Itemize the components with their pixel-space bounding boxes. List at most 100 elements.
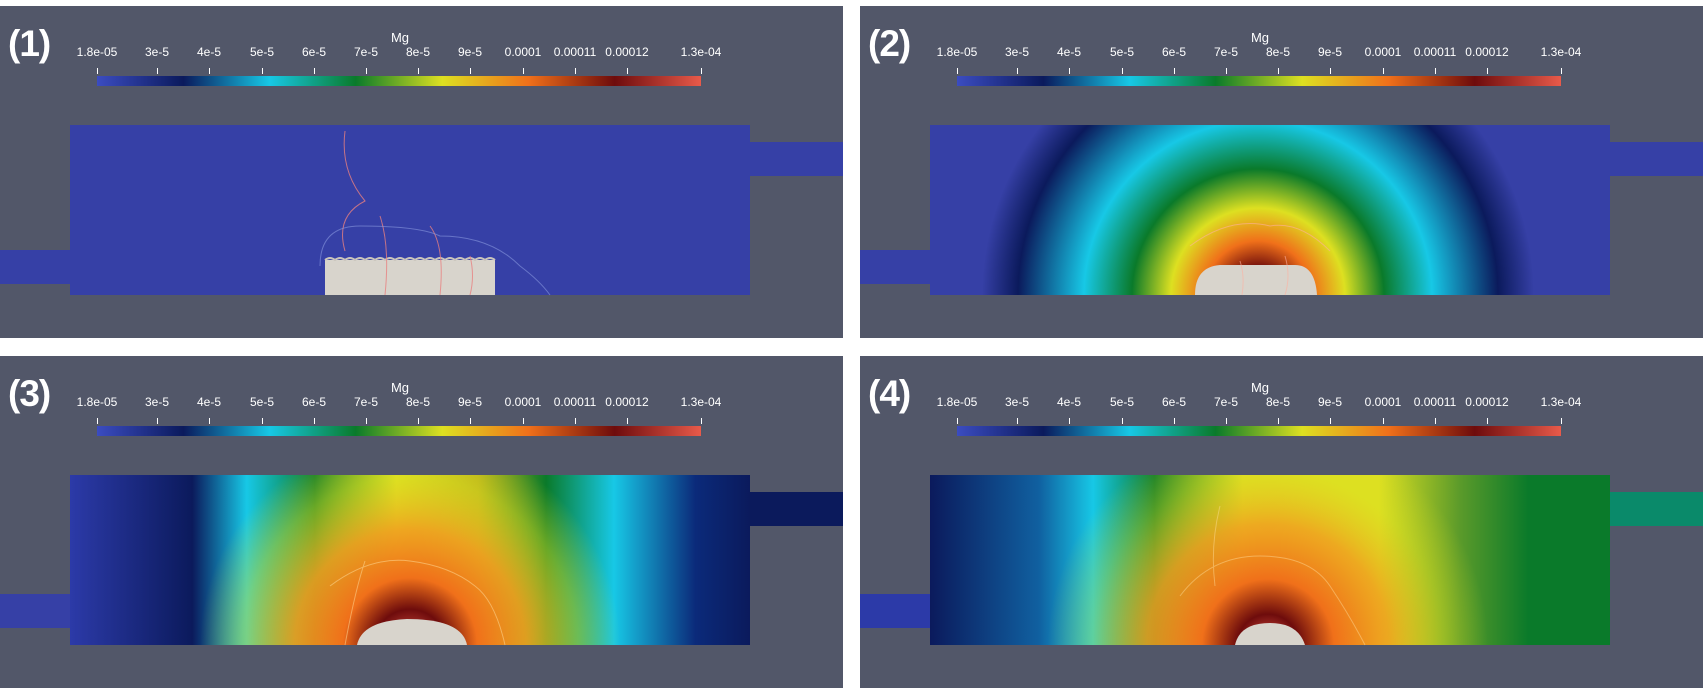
colorbar-tick-mark [262, 68, 263, 74]
colorbar-tick-label: 8e-5 [405, 395, 431, 409]
colorbar-tick-label: 3e-5 [1004, 395, 1030, 409]
colorbar-tick-label: 9e-5 [457, 45, 483, 59]
colorbar-tick-mark [1122, 418, 1123, 424]
colorbar-tick-label: 1.8e-05 [936, 45, 978, 59]
colorbar-tick-label: 7e-5 [1213, 45, 1239, 59]
colorbar-tick-label: 7e-5 [353, 395, 379, 409]
colorbar-tick-mark [1174, 68, 1175, 74]
colorbar-tick-label: 0.00011 [553, 45, 597, 59]
colorbar-tick-mark [1383, 68, 1384, 74]
colorbar-tick-label: 1.3e-04 [1540, 395, 1582, 409]
colorbar-tick-label: 0.0001 [1364, 45, 1402, 59]
colorbar-tick-label: 8e-5 [405, 45, 431, 59]
colorbar-tick-label: 4e-5 [196, 395, 222, 409]
colorbar-tick-label: 7e-5 [1213, 395, 1239, 409]
colorbar-tick-label: 1.3e-04 [680, 395, 722, 409]
colorbar-tick-mark [1435, 418, 1436, 424]
colorbar-tick-mark [209, 68, 210, 74]
colorbar-tick-mark [314, 68, 315, 74]
panel-2: (2) Mg 1.8e-05 3e-5 4e-5 5e-5 6e-5 7e-5 8e-5 9e-… [860, 6, 1703, 338]
colorbar-tick-mark [1561, 68, 1562, 74]
colorbar-tick-label: 9e-5 [1317, 395, 1343, 409]
colorbar-tick-mark [366, 68, 367, 74]
panel-1: (1) Mg 1.8e-05 3e-5 4e-5 5e-5 6e-5 7e-5 8e-5 9e-… [0, 6, 843, 338]
colorbar-tick-mark [627, 68, 628, 74]
colorbar-tick-mark [314, 418, 315, 424]
concentration-field [0, 125, 843, 296]
colorbar-tick-mark [1174, 418, 1175, 424]
colorbar-tick-mark [97, 418, 98, 424]
colorbar-tick-label: 0.00011 [1413, 45, 1457, 59]
colorbar-tick-mark [157, 418, 158, 424]
colorbar-tick-mark [523, 68, 524, 74]
colorbar-tick-mark [1069, 418, 1070, 424]
colorbar-tick-label: 3e-5 [144, 395, 170, 409]
sample-block [1235, 623, 1305, 645]
colorbar-tick-mark [1226, 68, 1227, 74]
colorbar-tick-label: 4e-5 [1056, 45, 1082, 59]
colorbar-tick-mark [701, 418, 702, 424]
colorbar-tick-mark [627, 418, 628, 424]
colorbar-tick-label: 0.00012 [1465, 395, 1509, 409]
colorbar-variable-label: Mg [390, 30, 410, 45]
colorbar-tick-mark [957, 68, 958, 74]
concentration-field [860, 125, 1703, 296]
colorbar-tick-mark [1226, 418, 1227, 424]
colorbar-tick-label: 0.0001 [1364, 395, 1402, 409]
colorbar-tick-mark [97, 68, 98, 74]
colorbar-tick-label: 6e-5 [301, 45, 327, 59]
colorbar-tick-mark [1017, 68, 1018, 74]
colorbar-tick-mark [575, 418, 576, 424]
colorbar-tick-mark [1122, 68, 1123, 74]
colorbar-tick-label: 5e-5 [249, 45, 275, 59]
concentration-field [860, 475, 1703, 646]
colorbar-tick-label: 4e-5 [196, 45, 222, 59]
colorbar-tick-mark [1278, 418, 1279, 424]
colorbar-tick-label: 1.8e-05 [76, 395, 118, 409]
colorbar-tick-mark [1487, 68, 1488, 74]
panel-label: (2) [868, 23, 911, 64]
colorbar-tick-label: 9e-5 [457, 395, 483, 409]
colorbar-tick-mark [1383, 418, 1384, 424]
colorbar-tick-mark [523, 418, 524, 424]
colorbar-tick-label: 1.3e-04 [680, 45, 722, 59]
panel-label: (1) [8, 23, 51, 64]
panel-3: (3) Mg 1.8e-05 3e-5 4e-5 5e-5 6e-5 7e-5 8e-5 9e-… [0, 356, 843, 688]
colorbar-tick-mark [418, 418, 419, 424]
sample-block [357, 619, 467, 645]
colorbar-tick-mark [575, 68, 576, 74]
colorbar-tick-label: 1.8e-05 [936, 395, 978, 409]
colorbar-tick-label: 5e-5 [1109, 395, 1135, 409]
colorbar-tick-mark [1487, 418, 1488, 424]
colorbar [957, 76, 1561, 86]
sample-block [1195, 265, 1317, 295]
colorbar-tick-label: 0.0001 [504, 395, 542, 409]
colorbar-tick-mark [1278, 68, 1279, 74]
colorbar-tick-label: 1.8e-05 [76, 45, 118, 59]
colorbar-tick-mark [157, 68, 158, 74]
panel-4: (4) Mg 1.8e-05 3e-5 4e-5 5e-5 6e-5 7e-5 8e-5 9e-… [860, 356, 1703, 688]
colorbar [957, 426, 1561, 436]
colorbar-tick-mark [1069, 68, 1070, 74]
colorbar-tick-mark [262, 418, 263, 424]
colorbar-tick-label: 5e-5 [1109, 45, 1135, 59]
colorbar-tick-label: 8e-5 [1265, 395, 1291, 409]
colorbar-tick-label: 7e-5 [353, 45, 379, 59]
colorbar-tick-label: 8e-5 [1265, 45, 1291, 59]
colorbar-tick-mark [209, 418, 210, 424]
colorbar-variable-label: Mg [1250, 30, 1270, 45]
colorbar-tick-mark [1330, 68, 1331, 74]
colorbar-tick-mark [470, 68, 471, 74]
colorbar-tick-label: 6e-5 [1161, 45, 1187, 59]
colorbar-tick-label: 0.00011 [1413, 395, 1457, 409]
colorbar-tick-mark [470, 418, 471, 424]
colorbar [97, 76, 701, 86]
sample-block [325, 260, 495, 295]
concentration-field [0, 475, 843, 646]
colorbar-tick-mark [1435, 68, 1436, 74]
colorbar-tick-mark [366, 418, 367, 424]
colorbar-tick-mark [701, 68, 702, 74]
colorbar-variable-label: Mg [1250, 380, 1270, 395]
colorbar-tick-mark [1561, 418, 1562, 424]
colorbar-tick-label: 9e-5 [1317, 45, 1343, 59]
